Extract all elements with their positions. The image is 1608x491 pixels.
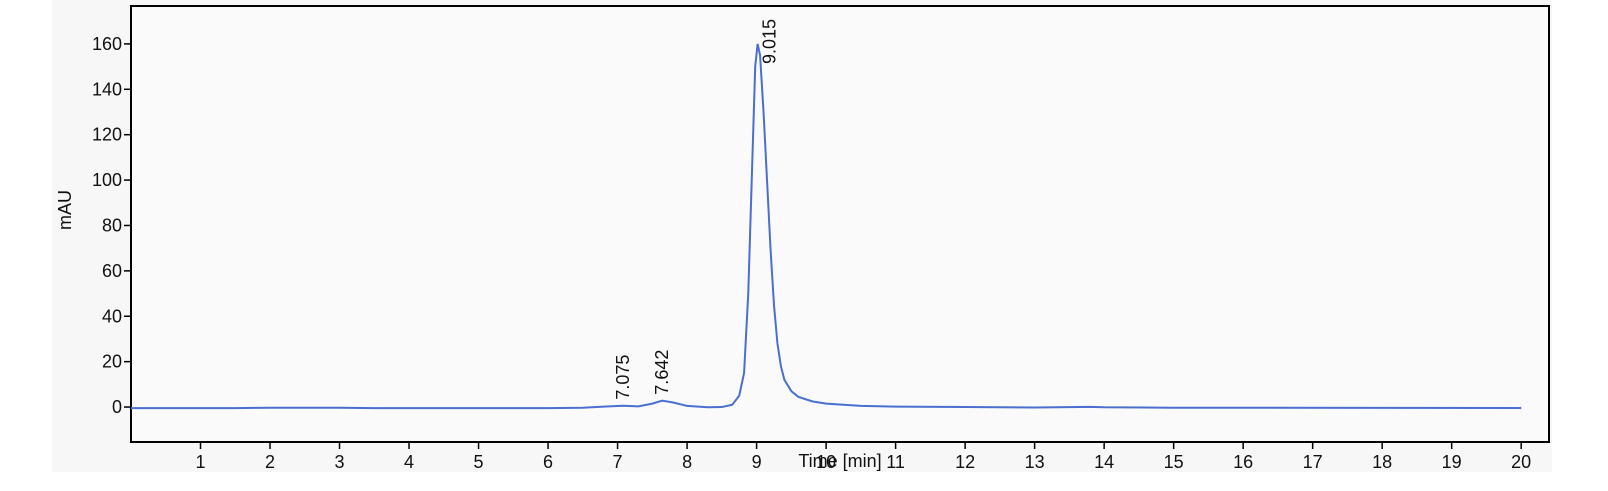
y-tick-label: 100 — [92, 170, 122, 190]
y-tick-label: 0 — [112, 397, 122, 417]
trace — [131, 43, 1522, 410]
y-axis-label: mAU — [55, 190, 75, 230]
y-tick-label: 120 — [92, 125, 122, 145]
y-tick-label: 80 — [102, 215, 122, 235]
x-tick-label: 3 — [335, 452, 345, 472]
x-tick-label: 13 — [1025, 452, 1045, 472]
x-tick-label: 9 — [752, 452, 762, 472]
y-tick-label: 160 — [92, 34, 122, 54]
peak-label: 9.015 — [760, 19, 780, 64]
peak-label: 7.075 — [613, 355, 633, 400]
x-tick-label: 15 — [1164, 452, 1184, 472]
y-tick-label: 60 — [102, 261, 122, 281]
x-tick-label: 12 — [955, 452, 975, 472]
x-tick-label: 19 — [1442, 452, 1462, 472]
x-tick-label: 1 — [196, 452, 206, 472]
x-tick-label: 2 — [265, 452, 275, 472]
x-tick-label: 4 — [404, 452, 414, 472]
y-tick-label: 40 — [102, 306, 122, 326]
y-tick-label: 20 — [102, 352, 122, 372]
x-tick-label: 6 — [543, 452, 553, 472]
x-tick-label: 20 — [1511, 452, 1531, 472]
x-tick-label: 17 — [1303, 452, 1323, 472]
x-tick-label: 16 — [1233, 452, 1253, 472]
x-tick-label: 5 — [474, 452, 484, 472]
x-tick-label: 18 — [1372, 452, 1392, 472]
x-tick-label: 14 — [1094, 452, 1114, 472]
x-axis-label: Time [min] — [798, 451, 881, 471]
x-tick-label: 10 — [816, 452, 836, 472]
y-tick-label: 140 — [92, 79, 122, 99]
x-tick-label: 8 — [682, 452, 692, 472]
plot-frame — [130, 5, 1550, 443]
x-tick-label: 7 — [613, 452, 623, 472]
x-tick-label: 11 — [886, 452, 905, 472]
peak-label: 7.642 — [652, 350, 672, 395]
